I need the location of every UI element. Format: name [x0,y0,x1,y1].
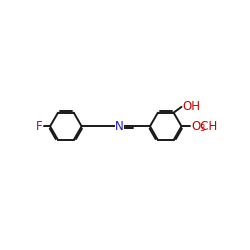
Text: OCH: OCH [191,120,217,133]
Text: 3: 3 [199,124,204,132]
Text: OH: OH [182,100,200,113]
Text: N: N [115,120,124,133]
Text: F: F [36,120,43,133]
